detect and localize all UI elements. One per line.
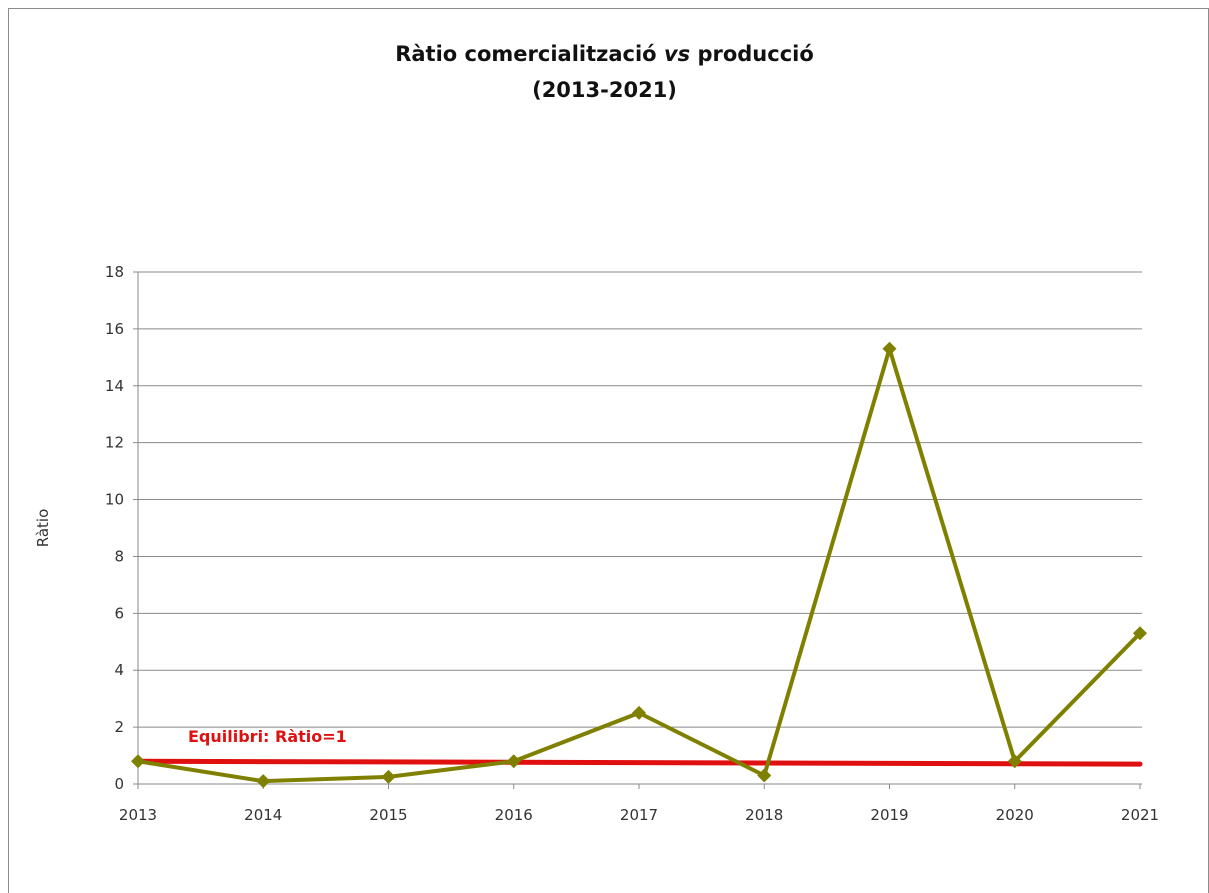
y-tick-label: 16: [105, 320, 124, 338]
y-tick-label: 8: [114, 547, 124, 565]
reference-line: [135, 758, 1143, 767]
y-tick-labels: 0 2 4 6 8 10 12 14 16 18: [105, 263, 124, 793]
y-axis-title: Ràtio: [34, 509, 52, 548]
x-tick-label: 2016: [495, 806, 533, 824]
data-point-marker: [882, 341, 897, 356]
chart-title-main: Ràtio comercialització: [395, 42, 664, 66]
y-tick-label: 0: [114, 775, 124, 793]
x-tick-label: 2014: [244, 806, 282, 824]
data-point-marker: [757, 768, 772, 783]
y-tick-label: 18: [105, 263, 124, 281]
data-point-marker: [381, 769, 396, 784]
x-tick-label: 2021: [1121, 806, 1159, 824]
data-point-marker: [1133, 626, 1147, 641]
x-tick-labels: 2013 2014 2015 2016 2017 2018 2019 2020 2021: [119, 806, 1159, 824]
x-tick-label: 2018: [745, 806, 783, 824]
y-tick-label: 12: [105, 434, 124, 452]
chart-subtitle: (2013-2021): [532, 78, 677, 102]
series-group: [131, 341, 1147, 789]
y-tick-label: 10: [105, 491, 124, 509]
data-point-marker: [1007, 754, 1022, 769]
data-point-marker: [506, 754, 521, 769]
chart-title: Ràtio comercialització vs producció: [0, 42, 1209, 66]
y-tick-label: 6: [114, 604, 124, 622]
data-point-marker: [256, 774, 271, 789]
y-tick-label: 14: [105, 377, 124, 395]
reference-line-label: Equilibri: Ràtio=1: [188, 727, 347, 746]
x-tick-label: 2019: [870, 806, 908, 824]
x-tick-label: 2017: [620, 806, 658, 824]
y-tick-label: 4: [114, 661, 124, 679]
y-tick-label: 2: [114, 718, 124, 736]
axes: [133, 271, 1142, 789]
data-point-marker: [632, 705, 646, 720]
reference-line-group: [135, 758, 1143, 767]
x-tick-label: 2013: [119, 806, 157, 824]
chart-title-italic: vs: [663, 42, 691, 66]
chart-title-end: producció: [690, 42, 814, 66]
x-tick-label: 2020: [996, 806, 1034, 824]
data-point-marker: [131, 754, 145, 769]
gridlines: [138, 271, 1142, 728]
x-tick-label: 2015: [369, 806, 407, 824]
